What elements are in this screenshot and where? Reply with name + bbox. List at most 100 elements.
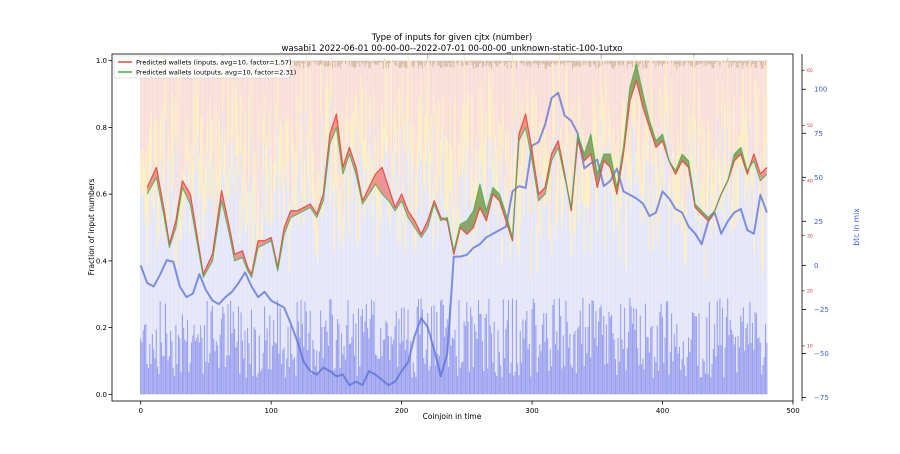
bar-segment-yellow: [196, 95, 197, 169]
bar-segment-lavender: [243, 209, 244, 358]
bar-segment-brown: [526, 61, 527, 67]
bar-segment-brown: [701, 61, 702, 64]
bar-segment-lavender: [203, 241, 204, 374]
bar-segment-blue: [475, 331, 476, 394]
bar-segment-blue: [274, 342, 275, 394]
bar-segment-yellow: [393, 118, 394, 176]
bar-segment-brown: [607, 61, 608, 65]
bar-segment-brown: [418, 61, 419, 69]
bar-segment-brown: [762, 61, 763, 69]
bar-segment-lavender: [321, 218, 322, 327]
bar-segment-pink: [561, 64, 562, 170]
bar-segment-blue: [706, 317, 707, 394]
y-red-tick-label: 50: [807, 123, 813, 129]
bar-segment-brown: [509, 61, 510, 62]
bar-segment-blue: [327, 332, 328, 395]
bar-segment-blue: [584, 366, 585, 394]
bar-segment-blue: [298, 321, 299, 394]
bar-segment-brown: [671, 61, 672, 63]
bar-segment-yellow: [520, 165, 521, 221]
bar-segment-blue: [693, 313, 694, 394]
bar-segment-brown: [299, 61, 300, 67]
bar-segment-brown: [565, 61, 566, 62]
bar-segment-blue: [148, 368, 149, 394]
bar-segment-blue: [618, 338, 619, 395]
bar-segment-pink: [191, 68, 192, 149]
bar-segment-blue: [590, 357, 591, 394]
bar-segment-lavender: [577, 137, 578, 329]
bar-segment-blue: [225, 367, 226, 394]
bar-segment-lavender: [534, 209, 535, 303]
bar-segment-yellow: [483, 144, 484, 192]
bar-segment-pink: [255, 67, 256, 154]
bar-segment-yellow: [331, 58, 332, 101]
bar-segment-yellow: [404, 114, 405, 149]
bar-segment-lavender: [685, 263, 686, 377]
bar-segment-yellow: [451, 146, 452, 195]
bar-segment-pink: [692, 67, 693, 115]
bar-segment-yellow: [619, 184, 620, 260]
bar-segment-blue: [534, 303, 535, 394]
bar-segment-lavender: [260, 262, 261, 371]
bar-segment-pink: [401, 67, 402, 77]
bar-segment-blue: [581, 344, 582, 394]
bar-segment-pink: [441, 68, 442, 129]
legend-label-outputs: Predicted wallets (outputs, avg=10, fact…: [136, 69, 296, 77]
bar-segment-yellow: [478, 85, 479, 141]
bar-segment-blue: [452, 338, 453, 395]
bar-segment-pink: [290, 62, 291, 203]
bar-segment-yellow: [641, 184, 642, 224]
bar-segment-yellow: [251, 75, 252, 136]
bar-segment-lavender: [499, 161, 500, 352]
bar-segment-pink: [387, 64, 388, 71]
bar-segment-blue: [340, 368, 341, 394]
bar-segment-yellow: [282, 157, 283, 189]
bar-segment-lavender: [559, 105, 560, 298]
bar-segment-blue: [627, 348, 628, 394]
bar-segment-lavender: [580, 153, 581, 310]
bar-segment-pink: [410, 61, 411, 82]
bar-segment-yellow: [204, 148, 205, 215]
bar-segment-blue: [320, 310, 321, 394]
bar-segment-lavender: [314, 229, 315, 349]
bar-segment-lavender: [449, 190, 450, 304]
bar-segment-blue: [735, 337, 736, 394]
bar-segment-pink: [158, 66, 159, 169]
bar-segment-brown: [627, 61, 628, 68]
bar-segment-pink: [594, 65, 595, 99]
bar-segment-yellow: [357, 184, 358, 246]
stacked-input-type-bars: [140, 37, 767, 394]
bar-segment-brown: [319, 61, 320, 66]
bar-segment-pink: [533, 64, 534, 87]
bar-segment-lavender: [224, 176, 225, 313]
bar-segment-pink: [748, 64, 749, 175]
bar-segment-blue: [221, 319, 222, 394]
bar-segment-lavender: [597, 232, 598, 346]
bar-segment-blue: [398, 319, 399, 395]
bar-segment-lavender: [264, 141, 265, 306]
bar-segment-yellow: [278, 138, 279, 219]
bar-segment-brown: [551, 61, 552, 65]
bar-segment-lavender: [623, 174, 624, 349]
bar-segment-brown: [303, 61, 304, 69]
bar-segment-lavender: [520, 222, 521, 331]
bar-segment-blue: [324, 327, 325, 395]
bar-segment-brown: [740, 61, 741, 63]
bar-segment-pink: [443, 63, 444, 96]
bar-segment-pink: [495, 64, 496, 134]
bar-segment-blue: [233, 311, 234, 394]
y-red-tick-label: 60: [807, 68, 813, 74]
bar-segment-pink: [505, 64, 506, 132]
bar-segment-yellow: [625, 192, 626, 269]
bar-segment-pink: [314, 62, 315, 187]
bar-segment-pink: [552, 62, 553, 63]
bar-segment-lavender: [161, 160, 162, 343]
bar-segment-blue: [366, 304, 367, 395]
bar-segment-yellow: [192, 163, 193, 197]
bar-segment-pink: [479, 64, 480, 146]
bar-segment-yellow: [319, 172, 320, 203]
bar-segment-blue: [522, 319, 523, 394]
bar-segment-lavender: [741, 170, 742, 322]
bar-segment-brown: [333, 61, 334, 62]
bar-segment-pink: [319, 66, 320, 172]
